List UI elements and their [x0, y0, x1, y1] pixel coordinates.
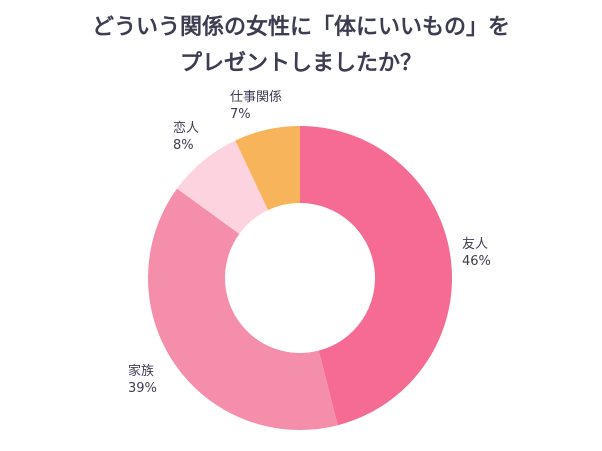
slice-labels: 友人 46% 家族 39% 恋人 8% 仕事関係 7%	[128, 90, 491, 396]
slice-label-3: 恋人	[173, 120, 199, 136]
slice-1	[300, 126, 453, 426]
slice-4	[235, 126, 300, 211]
slice-2	[147, 188, 338, 430]
donut-slices	[147, 126, 453, 430]
chart-title-line-1: どういう関係の女性に「体にいいもの」を	[91, 15, 510, 40]
chart-title: どういう関係の女性に「体にいいもの」を プレゼントしましたか？	[0, 10, 602, 82]
slice-value-3: 8%	[173, 138, 194, 153]
slice-label-4: 仕事関係	[230, 90, 282, 105]
slice-3	[177, 140, 269, 234]
slice-label-1: 友人	[462, 236, 488, 252]
slice-label-2: 家族	[128, 363, 154, 379]
slice-value-2: 39%	[128, 381, 157, 396]
slice-value-4: 7%	[230, 107, 251, 122]
chart-title-line-2: プレゼントしましたか？	[179, 51, 422, 76]
slice-value-1: 46%	[462, 254, 491, 269]
